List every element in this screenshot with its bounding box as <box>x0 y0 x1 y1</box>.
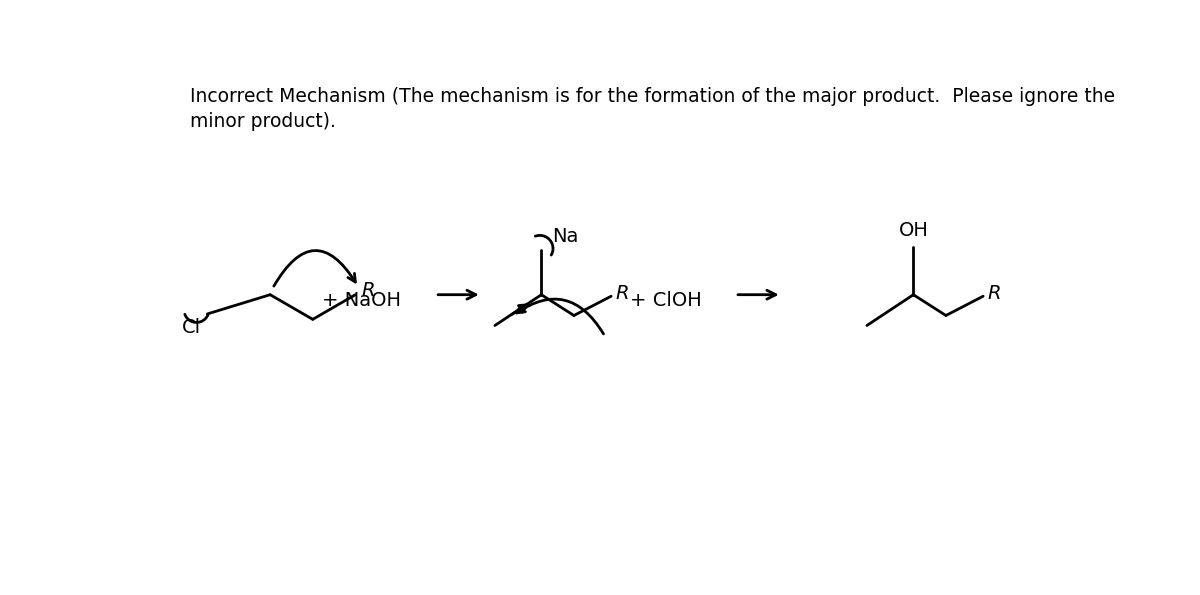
Text: Na: Na <box>552 227 578 246</box>
Text: minor product).: minor product). <box>191 112 336 131</box>
Text: R: R <box>988 284 1001 303</box>
Text: R: R <box>361 281 376 299</box>
Text: Incorrect Mechanism (The mechanism is for the formation of the major product.  P: Incorrect Mechanism (The mechanism is fo… <box>191 87 1116 106</box>
Text: OH: OH <box>899 221 929 240</box>
Text: Cl: Cl <box>182 318 202 337</box>
Text: R: R <box>616 284 629 303</box>
Text: + NaOH: + NaOH <box>322 290 401 309</box>
Text: + ClOH: + ClOH <box>630 290 702 309</box>
